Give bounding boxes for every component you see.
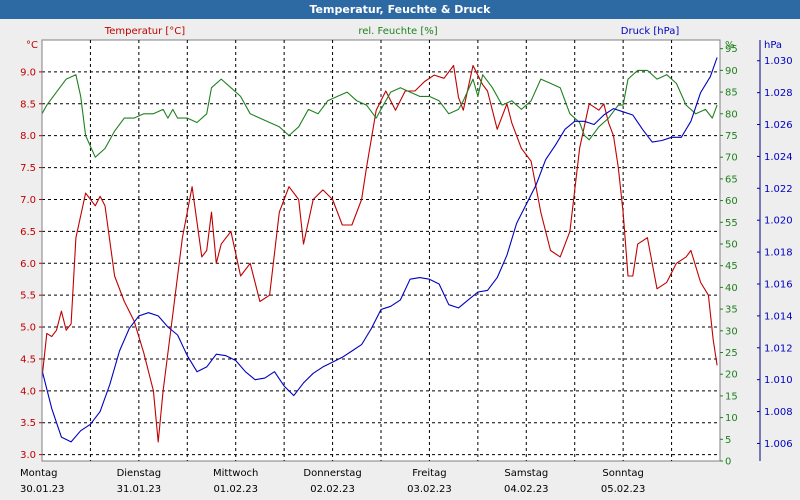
x-label-date: 31.01.23 [117,484,162,495]
series-layer [41,57,718,443]
humidity-line [41,69,718,158]
temp-tick-label: 5.5 [20,291,36,302]
x-label-date: 01.02.23 [213,484,258,495]
humidity-tick-label: 35 [725,305,738,316]
pressure-line [41,57,718,443]
temp-tick-label: 3.0 [20,450,36,461]
x-label-date: 30.01.23 [20,484,65,495]
humidity-tick-label: 30 [725,326,738,337]
x-label-date: 03.02.23 [407,484,452,495]
temp-tick-label: 4.5 [20,354,36,365]
temp-tick-label: 8.5 [20,99,36,110]
x-label-day: Mittwoch [213,468,258,479]
pressure-tick-label: 1.016 [764,279,793,290]
pressure-legend-label: Druck [hPa] [621,26,680,37]
humidity-tick-label: 95 [725,44,738,55]
humidity-tick-label: 70 [725,153,738,164]
humidity-tick-label: 55 [725,218,738,229]
pressure-tick-label: 1.010 [764,375,793,386]
humidity-tick-label: 80 [725,109,738,120]
temp-tick-label: 4.0 [20,386,36,397]
x-label-day: Donnerstag [303,468,361,479]
x-label-day: Freitag [412,468,446,479]
temp-tick-label: 7.5 [20,163,36,174]
pressure-tick-label: 1.008 [764,407,793,418]
pressure-tick-label: 1.022 [764,184,793,195]
humidity-tick-label: 40 [725,283,738,294]
humidity-tick-label: 5 [725,435,731,446]
x-label-day: Dienstag [117,468,162,479]
humidity-tick-label: 85 [725,88,738,99]
humidity-tick-label: 10 [725,413,738,424]
humidity-tick-label: 20 [725,370,738,381]
x-label-date: 02.02.23 [310,484,355,495]
humidity-tick-label: 75 [725,131,738,142]
x-label-date: 05.02.23 [601,484,646,495]
temp-tick-label: 8.0 [20,131,36,142]
x-label-day: Montag [20,468,57,479]
window-title: Temperatur, Feuchte & Druck [0,0,800,19]
humidity-tick-label: 90 [725,66,738,77]
pressure-tick-label: 1.020 [764,216,793,227]
x-label-day: Sonntag [602,468,644,479]
humidity-tick-label: 0 [725,457,731,468]
temp-tick-label: 3.5 [20,418,36,429]
humidity-tick-label: 65 [725,174,738,185]
pressure-tick-label: 1.026 [764,120,793,131]
humidity-tick-label: 50 [725,239,738,250]
x-label-day: Samstag [504,468,548,479]
temp-tick-label: 6.5 [20,227,36,238]
axes-layer: 3.0 3.5 4.0 4.5 5.0 5.5 6.0 6.5 7.0 7.5 8.0 8.5 9.0 0… [20,40,793,468]
temp-unit: °C [26,40,38,51]
temp-legend-label: Temperatur [°C] [104,26,185,37]
humidity-tick-label: 45 [725,261,738,272]
x-label-date: 04.02.23 [504,484,549,495]
pressure-tick-label: 1.006 [764,439,793,450]
temp-tick-label: 7.0 [20,195,36,206]
temperature-line [41,64,718,443]
temp-tick-label: 9.0 [20,67,36,78]
temp-tick-label: 6.0 [20,259,36,270]
temp-tick-label: 5.0 [20,323,36,334]
humidity-tick-label: 15 [725,391,738,402]
pressure-tick-label: 1.018 [764,248,793,259]
humidity-tick-label: 60 [725,196,738,207]
pressure-tick-label: 1.014 [764,311,793,322]
humidity-unit: % [725,40,735,51]
pressure-tick-label: 1.024 [764,152,793,163]
pressure-tick-label: 1.028 [764,88,793,99]
pressure-unit: hPa [764,40,782,51]
humidity-tick-label: 25 [725,348,738,359]
pressure-tick-label: 1.012 [764,343,793,354]
pressure-tick-label: 1.030 [764,56,793,67]
chart-canvas: 3.0 3.5 4.0 4.5 5.0 5.5 6.0 6.5 7.0 7.5 8.0 8.5 9.0 0… [20,26,793,495]
humidity-legend-label: rel. Feuchte [%] [358,26,437,37]
labels-layer: °C% hPa Temperatur [°C] rel. Feuchte [%] Dru… [20,26,782,495]
